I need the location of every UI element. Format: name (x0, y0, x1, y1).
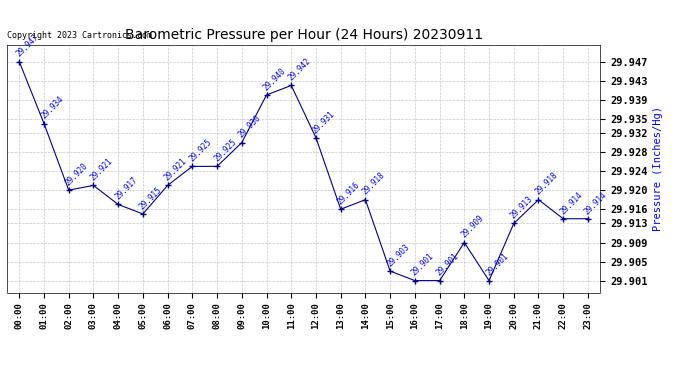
Text: 29.931: 29.931 (311, 109, 337, 135)
Text: 29.913: 29.913 (509, 195, 535, 221)
Text: 29.916: 29.916 (336, 180, 362, 206)
Text: 29.901: 29.901 (410, 252, 436, 278)
Y-axis label: Pressure (Inches/Hg): Pressure (Inches/Hg) (653, 106, 663, 231)
Text: 29.934: 29.934 (39, 95, 65, 121)
Text: 29.917: 29.917 (113, 176, 139, 202)
Text: 29.918: 29.918 (360, 171, 386, 197)
Text: 29.921: 29.921 (163, 157, 188, 183)
Text: 29.909: 29.909 (460, 214, 485, 240)
Text: 29.914: 29.914 (558, 190, 584, 216)
Text: 29.901: 29.901 (484, 252, 510, 278)
Text: 29.925: 29.925 (188, 138, 213, 164)
Text: 29.942: 29.942 (286, 57, 313, 82)
Text: 29.918: 29.918 (533, 171, 560, 197)
Text: 29.914: 29.914 (583, 190, 609, 216)
Text: Copyright 2023 Cartronics.com: Copyright 2023 Cartronics.com (7, 31, 152, 40)
Text: 29.901: 29.901 (435, 252, 461, 278)
Text: 29.930: 29.930 (237, 114, 263, 140)
Title: Barometric Pressure per Hour (24 Hours) 20230911: Barometric Pressure per Hour (24 Hours) … (124, 28, 483, 42)
Text: 29.903: 29.903 (385, 242, 411, 268)
Text: 29.915: 29.915 (138, 185, 164, 211)
Text: 29.925: 29.925 (212, 138, 238, 164)
Text: 29.921: 29.921 (88, 157, 115, 183)
Text: 29.947: 29.947 (14, 33, 40, 59)
Text: 29.920: 29.920 (63, 161, 90, 188)
Text: 29.940: 29.940 (262, 66, 288, 92)
